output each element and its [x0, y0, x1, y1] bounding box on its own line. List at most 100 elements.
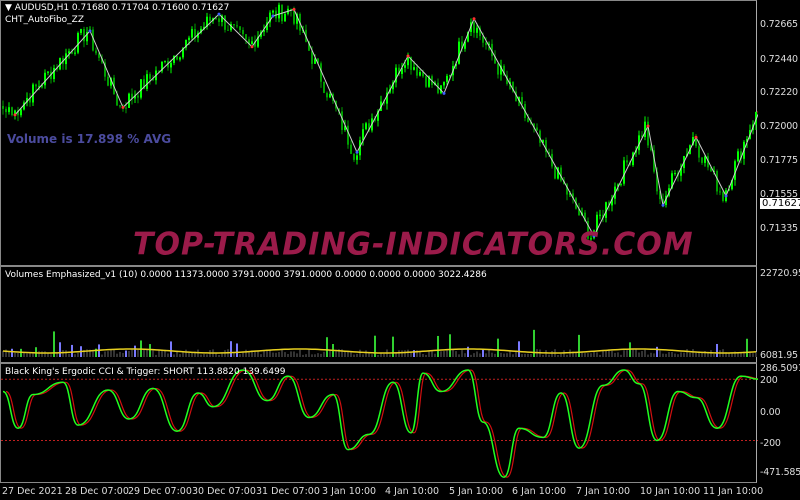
volume-bar [521, 354, 523, 357]
volume-bar [11, 348, 13, 357]
volume-bar [479, 353, 481, 357]
time-axis[interactable]: 27 Dec 2021 28 Dec 07:00 29 Dec 07:00 30 De… [0, 483, 800, 500]
volume-bar [281, 349, 283, 357]
volume-bar [548, 354, 550, 357]
candle [71, 51, 73, 54]
candle [458, 41, 460, 64]
candle [653, 150, 655, 172]
volume-bar [305, 354, 307, 357]
volume-bar [419, 351, 421, 357]
candle [596, 214, 598, 231]
volume-panel[interactable]: Volumes Emphasized_v1 (10) 0.0000 11373.… [0, 266, 757, 363]
volume-bar [32, 351, 34, 357]
time-tick: 11 Jan 10:00 [703, 486, 764, 497]
volume-bar [170, 341, 172, 357]
candle [269, 12, 271, 23]
volume-bar [14, 352, 16, 357]
volume-bar [464, 353, 466, 357]
candle [488, 43, 490, 46]
candle [587, 221, 589, 239]
candle [95, 50, 97, 54]
candle [185, 39, 187, 48]
candle [491, 43, 493, 57]
volume-bar [434, 353, 436, 357]
cci-panel[interactable]: Black King's Ergodic CCI & Trigger: SHOR… [0, 363, 758, 483]
volume-bar [566, 354, 568, 357]
volume-bar [674, 353, 676, 357]
candle [323, 81, 325, 93]
volume-bar [344, 350, 346, 357]
volume-bar [563, 350, 565, 357]
candle [494, 56, 496, 64]
volume-bar [236, 343, 238, 357]
time-tick: 31 Dec 07:00 [256, 486, 320, 497]
volume-bar [500, 352, 502, 357]
candle [20, 109, 22, 116]
cci-tick: -200 [760, 438, 781, 449]
volume-bar [482, 349, 484, 357]
cci-line [2, 369, 758, 478]
price-tick: 0.71775 [760, 155, 798, 167]
candle [446, 75, 448, 82]
candle [428, 76, 430, 87]
volume-bar [713, 354, 715, 357]
price-chart-canvas[interactable] [1, 1, 758, 267]
zigzag-point [724, 194, 728, 198]
candle [182, 47, 184, 58]
candle [695, 137, 697, 147]
volume-bar [278, 351, 280, 357]
volume-bar [410, 352, 412, 357]
volume-bar [65, 350, 67, 357]
candle [266, 22, 268, 30]
candle [164, 60, 166, 62]
volume-bar [275, 352, 277, 357]
candle [620, 183, 622, 185]
volume-bar [509, 351, 511, 357]
volume-bar [581, 352, 583, 357]
dropdown-triangle-icon[interactable]: ▼ [5, 3, 15, 13]
volume-bar [203, 354, 205, 357]
volume-average-line [2, 348, 757, 354]
candle [662, 199, 664, 205]
candle [716, 170, 718, 192]
volume-bar [245, 349, 247, 357]
candle [665, 195, 667, 205]
volume-bar [188, 352, 190, 357]
price-axis[interactable]: 0.72665 0.72440 0.72220 0.72000 0.71775 0.715… [757, 0, 800, 266]
candle [179, 57, 181, 60]
volume-bar [263, 350, 265, 357]
candle [644, 121, 646, 138]
candle [194, 29, 196, 38]
time-tick: 5 Jan 10:00 [449, 486, 504, 497]
volume-bar [680, 352, 682, 357]
volume-bar [662, 353, 664, 357]
volume-bar [602, 350, 604, 357]
candle [638, 135, 640, 151]
time-tick: 29 Dec 07:00 [128, 486, 192, 497]
candle [602, 214, 604, 218]
time-tick: 30 Dec 07:00 [192, 486, 256, 497]
candle [254, 41, 256, 47]
time-tick: 28 Dec 07:00 [65, 486, 129, 497]
volume-bar [686, 349, 688, 357]
zigzag-point [472, 17, 476, 21]
zigzag-point [217, 12, 221, 16]
volume-bar [494, 353, 496, 357]
volume-bar [650, 352, 652, 357]
volume-bar [308, 349, 310, 357]
volume-bar [164, 349, 166, 357]
volume-bar [512, 354, 514, 357]
candle [701, 157, 703, 163]
candle [98, 53, 100, 58]
volume-bar [701, 352, 703, 357]
candle [215, 18, 217, 20]
candle [236, 25, 238, 27]
volume-bar [611, 350, 613, 357]
candle [383, 101, 385, 104]
volume-bar [515, 350, 517, 357]
price-chart-panel[interactable]: ▼ AUDUSD,H1 0.71680 0.71704 0.71600 0.71… [0, 0, 758, 267]
volume-bar [329, 350, 331, 357]
candle [356, 155, 358, 160]
candle [203, 26, 205, 29]
candle [23, 102, 25, 110]
